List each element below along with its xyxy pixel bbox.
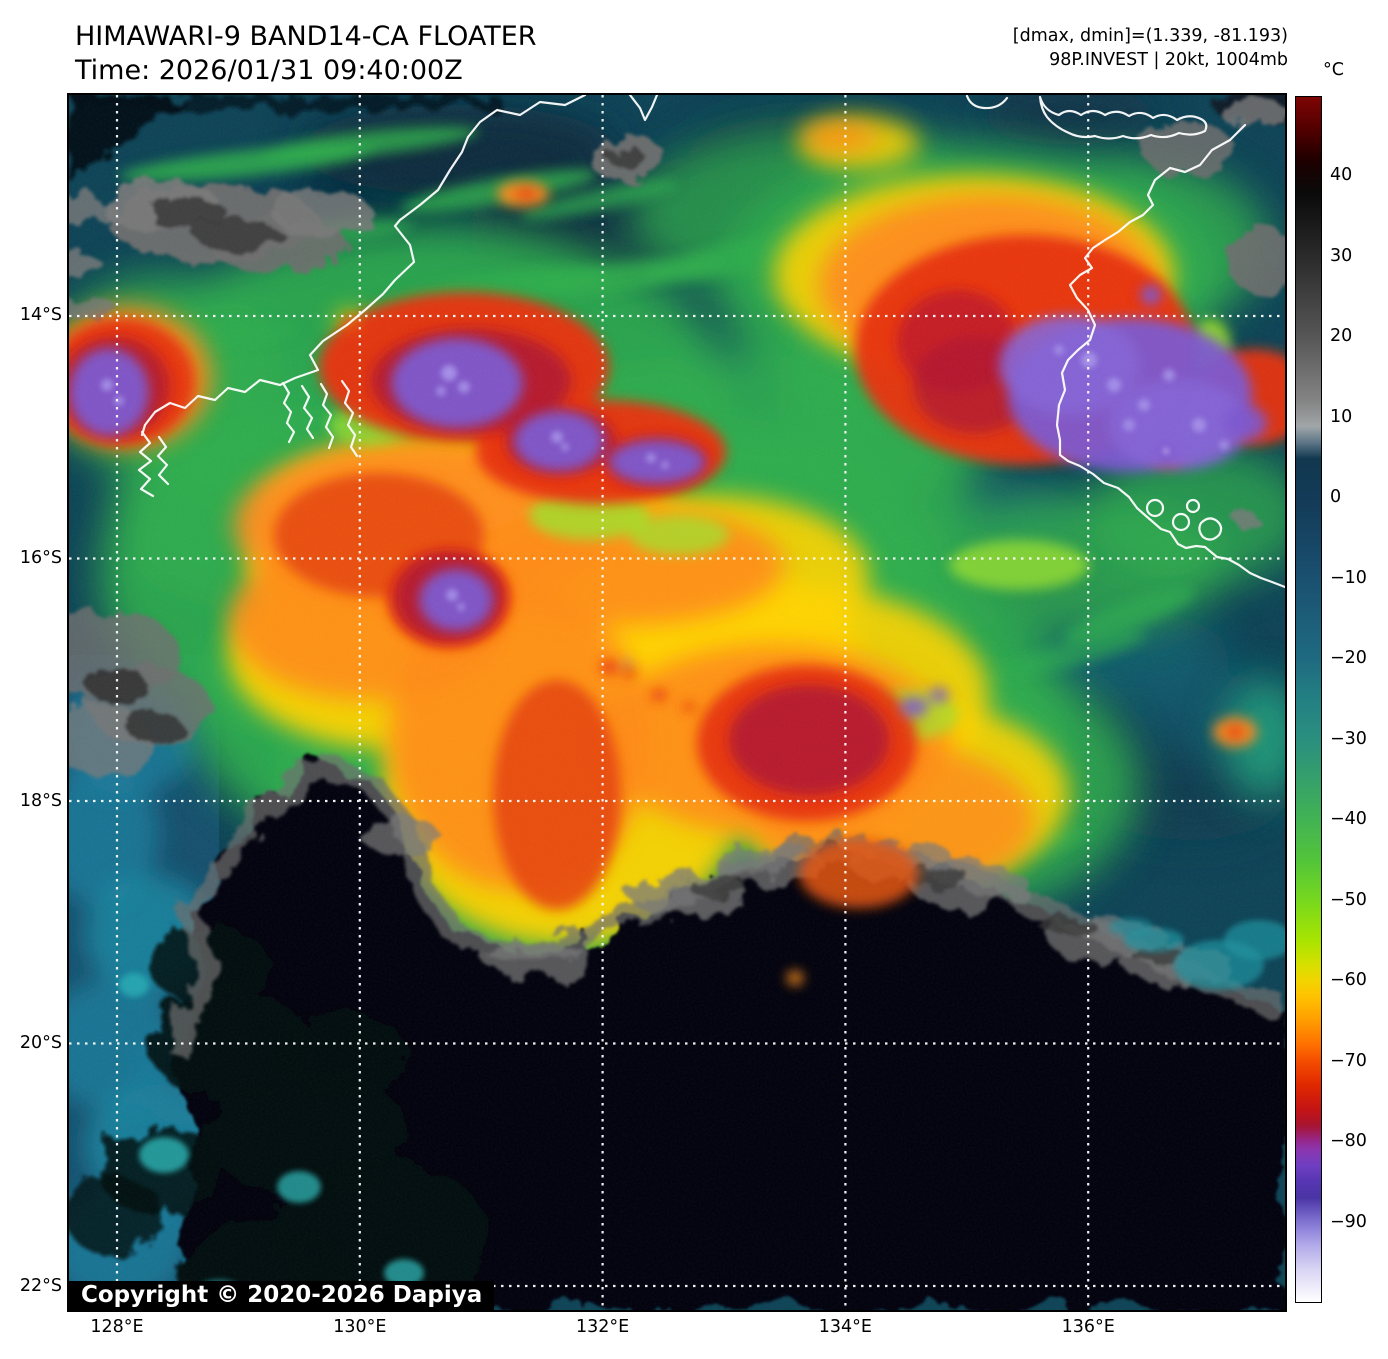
colorbar-tick-label: 30 xyxy=(1330,245,1353,266)
colorbar-tick-label: 0 xyxy=(1330,487,1342,508)
lon-axis-label: 128°E xyxy=(90,1317,144,1337)
lat-axis-label: 14°S xyxy=(19,305,62,325)
satellite-image xyxy=(69,95,1285,1310)
colorbar-tick-label: 10 xyxy=(1330,406,1353,427)
colorbar-tick-label: −50 xyxy=(1330,889,1367,910)
lon-axis-label: 134°E xyxy=(818,1317,872,1337)
product-title: HIMAWARI-9 BAND14-CA FLOATER xyxy=(75,21,537,52)
colorbar-tick-label: −60 xyxy=(1330,970,1367,991)
colorbar-unit-label: °C xyxy=(1323,60,1344,80)
temperature-colorbar xyxy=(1295,96,1322,1303)
colorbar-tick-label: −80 xyxy=(1330,1131,1367,1152)
colorbar-tick-label: −70 xyxy=(1330,1050,1367,1071)
lat-axis-label: 22°S xyxy=(19,1276,62,1297)
lat-axis-label: 16°S xyxy=(19,547,62,568)
image-grain xyxy=(69,95,1285,1310)
colorbar-tick-label: −10 xyxy=(1330,567,1367,588)
lat-axis-label: 20°S xyxy=(19,1033,62,1054)
title-block: HIMAWARI-9 BAND14-CA FLOATER Time: 2026/… xyxy=(75,20,537,88)
copyright-badge: Copyright © 2020-2026 Dapiya xyxy=(69,1281,495,1310)
colorbar-tick-label: 20 xyxy=(1330,326,1353,347)
annotation-block: [dmax, dmin]=(1.339, -81.193) 98P.INVEST… xyxy=(1013,24,1288,72)
product-time: Time: 2026/01/31 09:40:00Z xyxy=(75,55,463,86)
colorbar-tick-label: 40 xyxy=(1330,165,1353,186)
lon-axis-label: 136°E xyxy=(1061,1317,1115,1337)
colorbar-tick-label: −20 xyxy=(1330,648,1367,669)
lon-axis-label: 130°E xyxy=(333,1317,387,1337)
lat-axis-label: 18°S xyxy=(19,790,62,811)
colorbar-tick-label: −40 xyxy=(1330,809,1367,830)
colorbar-tick-label: −30 xyxy=(1330,728,1367,749)
lon-axis-label: 132°E xyxy=(575,1317,630,1337)
satellite-map: Copyright © 2020-2026 Dapiya xyxy=(67,93,1287,1312)
colorbar-tick-label: −90 xyxy=(1330,1211,1367,1232)
dmax-dmin-annotation: [dmax, dmin]=(1.339, -81.193) xyxy=(1012,26,1288,46)
storm-annotation: 98P.INVEST | 20kt, 1004mb xyxy=(1049,50,1288,70)
